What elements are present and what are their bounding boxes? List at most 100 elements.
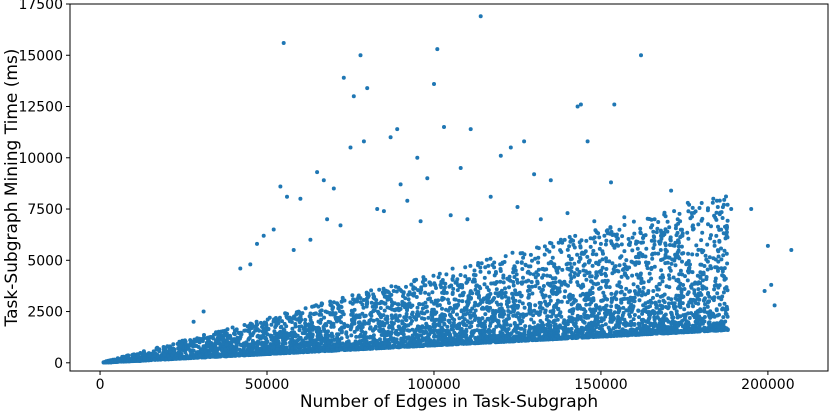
data-point [230, 353, 235, 358]
data-point [679, 244, 684, 249]
data-point [152, 357, 157, 362]
data-point [377, 324, 382, 329]
data-point [534, 311, 539, 315]
data-point [716, 224, 720, 229]
data-point [722, 197, 727, 202]
data-point [568, 279, 573, 284]
data-point [646, 260, 651, 265]
data-point [578, 305, 583, 310]
data-point [637, 298, 642, 303]
data-point [540, 292, 545, 297]
data-point [609, 291, 614, 296]
data-point [456, 302, 461, 307]
data-point [665, 229, 670, 234]
data-point [597, 286, 601, 291]
data-point [708, 315, 713, 320]
data-point [515, 260, 520, 265]
data-point [554, 314, 559, 319]
data-point [544, 317, 549, 322]
data-point [362, 320, 367, 325]
data-point [576, 259, 581, 264]
data-point [533, 303, 538, 308]
data-point [167, 346, 172, 351]
data-point [521, 275, 525, 280]
data-point [345, 323, 350, 328]
data-point [696, 280, 701, 285]
data-point [444, 272, 449, 277]
data-point [452, 317, 457, 322]
data-point [293, 322, 298, 326]
data-point [463, 265, 468, 270]
data-point [437, 320, 442, 325]
data-point [410, 327, 415, 332]
data-point [528, 302, 533, 307]
data-point [447, 301, 451, 305]
data-point [704, 275, 709, 279]
data-point [659, 268, 664, 273]
data-point [592, 235, 597, 240]
data-point [725, 288, 730, 293]
data-point [582, 262, 587, 267]
data-point [442, 322, 447, 327]
data-point [670, 257, 675, 262]
data-point [514, 314, 519, 319]
data-point [449, 338, 454, 343]
data-point [396, 324, 401, 329]
data-point [569, 276, 574, 281]
data-point [477, 284, 482, 289]
data-point [330, 334, 335, 339]
data-point [412, 279, 417, 284]
data-point [652, 217, 657, 222]
data-point [662, 300, 667, 305]
data-point [406, 297, 411, 302]
data-point [700, 230, 705, 235]
data-point [696, 222, 701, 227]
data-point [178, 356, 183, 361]
data-point [649, 267, 654, 271]
data-point [536, 260, 541, 265]
data-point [188, 338, 193, 343]
data-point [482, 275, 487, 280]
data-point [391, 289, 396, 293]
data-point [633, 261, 638, 266]
data-point [282, 333, 287, 338]
data-point [126, 355, 131, 360]
data-point [690, 214, 694, 219]
data-point [519, 294, 524, 299]
data-point [613, 330, 618, 335]
data-point [632, 299, 637, 304]
data-point [652, 242, 657, 247]
data-point [713, 215, 718, 220]
data-point [639, 278, 644, 282]
data-point [256, 352, 261, 357]
data-point [715, 313, 720, 318]
data-point [402, 322, 407, 327]
data-point [473, 287, 478, 292]
data-point [547, 294, 552, 299]
data-point [389, 284, 394, 289]
data-point [342, 325, 347, 330]
data-point [676, 249, 681, 254]
data-point [725, 235, 730, 240]
data-point [502, 291, 507, 296]
data-point [521, 315, 526, 319]
data-point [679, 234, 684, 239]
data-point [455, 334, 460, 339]
data-point [537, 286, 542, 290]
data-point [536, 246, 541, 251]
data-point [665, 260, 670, 265]
data-point [464, 327, 469, 332]
data-point [716, 254, 721, 259]
data-point [628, 240, 633, 245]
data-point [530, 335, 535, 340]
data-point [460, 299, 465, 304]
data-point [414, 327, 419, 332]
data-point [643, 292, 648, 297]
data-point [331, 305, 336, 310]
data-point [573, 298, 578, 303]
data-point [619, 274, 624, 279]
data-point [706, 222, 710, 227]
data-point [700, 216, 705, 221]
data-point [614, 290, 619, 295]
data-point [575, 335, 580, 340]
